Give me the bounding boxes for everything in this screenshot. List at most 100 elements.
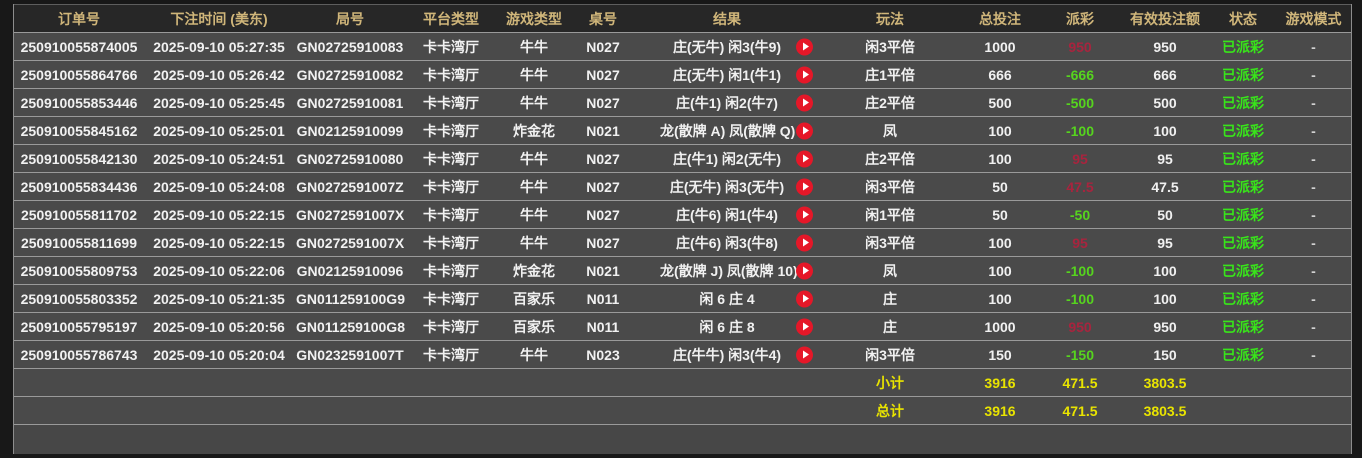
table-row: 250910055853446 2025-09-10 05:25:45 GN0272… bbox=[14, 88, 1351, 117]
cell-platform: 卡卡湾厅 bbox=[406, 144, 496, 173]
cell-total_bet: 150 bbox=[960, 340, 1040, 369]
result-text: 庄(牛6) 闲1(牛4) bbox=[676, 206, 778, 223]
cell-bet_time: 2025-09-10 05:21:35 bbox=[144, 284, 294, 313]
play-icon bbox=[802, 266, 809, 275]
cell-result: 庄(牛6) 闲3(牛8) bbox=[634, 228, 820, 257]
cell-bet_time: 2025-09-10 05:24:51 bbox=[144, 144, 294, 173]
cell-play_type: 庄 bbox=[820, 284, 960, 313]
cell-game_mode: - bbox=[1276, 172, 1351, 201]
summary-empty-cell bbox=[144, 396, 294, 425]
cell-order_id: 250910055842130 bbox=[14, 144, 144, 173]
cell-result: 庄(无牛) 闲1(牛1) bbox=[634, 60, 820, 89]
column-header-order_id: 订单号 bbox=[14, 4, 144, 33]
cell-platform: 卡卡湾厅 bbox=[406, 116, 496, 145]
cell-play_type: 庄 bbox=[820, 312, 960, 341]
result-text: 庄(无牛) 闲3(无牛) bbox=[669, 178, 785, 195]
cell-total_bet: 666 bbox=[960, 60, 1040, 89]
replay-button[interactable] bbox=[796, 262, 813, 279]
cell-game_type: 牛牛 bbox=[496, 32, 572, 61]
cell-play_type: 凤 bbox=[820, 256, 960, 285]
cell-round_no: GN0272591007Z bbox=[294, 172, 406, 201]
cell-bet_time: 2025-09-10 05:22:15 bbox=[144, 200, 294, 229]
cell-result: 庄(无牛) 闲3(牛9) bbox=[634, 32, 820, 61]
cell-order_id: 250910055864766 bbox=[14, 60, 144, 89]
cell-order_id: 250910055845162 bbox=[14, 116, 144, 145]
replay-button[interactable] bbox=[796, 206, 813, 223]
cell-game_mode: - bbox=[1276, 312, 1351, 341]
cell-status: 已派彩 bbox=[1210, 200, 1276, 229]
cell-total_bet: 100 bbox=[960, 116, 1040, 145]
replay-button[interactable] bbox=[796, 122, 813, 139]
cell-game_mode: - bbox=[1276, 228, 1351, 257]
cell-valid_bet: 100 bbox=[1120, 284, 1210, 313]
cell-game_type: 牛牛 bbox=[496, 88, 572, 117]
header-row: 订单号 下注时间 (美东) 局号 平台类型 游戏类型 桌号 结果 玩法 总投注 派彩 有效投注额 状态… bbox=[14, 4, 1351, 33]
cell-table_no: N023 bbox=[572, 340, 634, 369]
summary-empty-cell bbox=[14, 368, 144, 397]
replay-button[interactable] bbox=[796, 66, 813, 83]
cell-payout: -100 bbox=[1040, 116, 1120, 145]
summary-empty-cell bbox=[144, 368, 294, 397]
summary-valid_bet: 3803.5 bbox=[1120, 368, 1210, 397]
cell-round_no: GN02725910083 bbox=[294, 32, 406, 61]
result-text: 庄(牛1) 闲2(牛7) bbox=[676, 94, 778, 111]
replay-button[interactable] bbox=[796, 94, 813, 111]
cell-play_type: 庄1平倍 bbox=[820, 60, 960, 89]
bets-table: 订单号 下注时间 (美东) 局号 平台类型 游戏类型 桌号 结果 玩法 总投注 派彩 有效投注额 状态… bbox=[14, 4, 1351, 425]
replay-button[interactable] bbox=[796, 346, 813, 363]
cell-total_bet: 500 bbox=[960, 88, 1040, 117]
cell-total_bet: 100 bbox=[960, 228, 1040, 257]
cell-platform: 卡卡湾厅 bbox=[406, 228, 496, 257]
cell-play_type: 闲3平倍 bbox=[820, 340, 960, 369]
cell-status: 已派彩 bbox=[1210, 116, 1276, 145]
cell-play_type: 庄2平倍 bbox=[820, 144, 960, 173]
cell-game_mode: - bbox=[1276, 32, 1351, 61]
cell-bet_time: 2025-09-10 05:25:01 bbox=[144, 116, 294, 145]
cell-platform: 卡卡湾厅 bbox=[406, 32, 496, 61]
result-text: 庄(牛1) 闲2(无牛) bbox=[672, 150, 782, 167]
cell-payout: -666 bbox=[1040, 60, 1120, 89]
summary-empty-cell bbox=[572, 396, 634, 425]
replay-button[interactable] bbox=[796, 318, 813, 335]
cell-game_type: 牛牛 bbox=[496, 340, 572, 369]
column-header-valid_bet: 有效投注额 bbox=[1120, 4, 1210, 33]
replay-button[interactable] bbox=[796, 38, 813, 55]
cell-result: 庄(牛1) 闲2(无牛) bbox=[634, 144, 820, 173]
replay-button[interactable] bbox=[796, 290, 813, 307]
cell-payout: 95 bbox=[1040, 144, 1120, 173]
replay-button[interactable] bbox=[796, 234, 813, 251]
summary-empty-cell bbox=[294, 396, 406, 425]
summary-label: 小计 bbox=[820, 368, 960, 397]
replay-button[interactable] bbox=[796, 150, 813, 167]
cell-order_id: 250910055853446 bbox=[14, 88, 144, 117]
cell-round_no: GN0232591007T bbox=[294, 340, 406, 369]
result-text: 闲 6 庄 4 bbox=[699, 290, 755, 307]
cell-platform: 卡卡湾厅 bbox=[406, 200, 496, 229]
summary-payout: 471.5 bbox=[1040, 368, 1120, 397]
cell-result: 龙(散牌 A) 凤(散牌 Q) bbox=[634, 116, 820, 145]
cell-result: 闲 6 庄 8 bbox=[634, 312, 820, 341]
cell-round_no: GN02725910082 bbox=[294, 60, 406, 89]
cell-table_no: N027 bbox=[572, 172, 634, 201]
cell-total_bet: 50 bbox=[960, 200, 1040, 229]
table-row: 250910055842130 2025-09-10 05:24:51 GN0272… bbox=[14, 144, 1351, 173]
table-row: 250910055786743 2025-09-10 05:20:04 GN0232… bbox=[14, 340, 1351, 369]
summary-empty-cell bbox=[406, 368, 496, 397]
result-text: 庄(无牛) 闲1(牛1) bbox=[672, 66, 782, 83]
cell-platform: 卡卡湾厅 bbox=[406, 284, 496, 313]
cell-status: 已派彩 bbox=[1210, 172, 1276, 201]
cell-payout: -50 bbox=[1040, 200, 1120, 229]
cell-round_no: GN0272591007X bbox=[294, 228, 406, 257]
cell-order_id: 250910055811699 bbox=[14, 228, 144, 257]
table-row: 250910055874005 2025-09-10 05:27:35 GN0272… bbox=[14, 32, 1351, 61]
summary-empty-cell bbox=[496, 396, 572, 425]
cell-bet_time: 2025-09-10 05:20:04 bbox=[144, 340, 294, 369]
replay-button[interactable] bbox=[796, 178, 813, 195]
play-icon bbox=[802, 98, 809, 107]
column-header-bet_time: 下注时间 (美东) bbox=[144, 4, 294, 33]
cell-total_bet: 1000 bbox=[960, 312, 1040, 341]
cell-total_bet: 100 bbox=[960, 284, 1040, 313]
cell-platform: 卡卡湾厅 bbox=[406, 60, 496, 89]
play-icon bbox=[802, 322, 809, 331]
cell-bet_time: 2025-09-10 05:24:08 bbox=[144, 172, 294, 201]
